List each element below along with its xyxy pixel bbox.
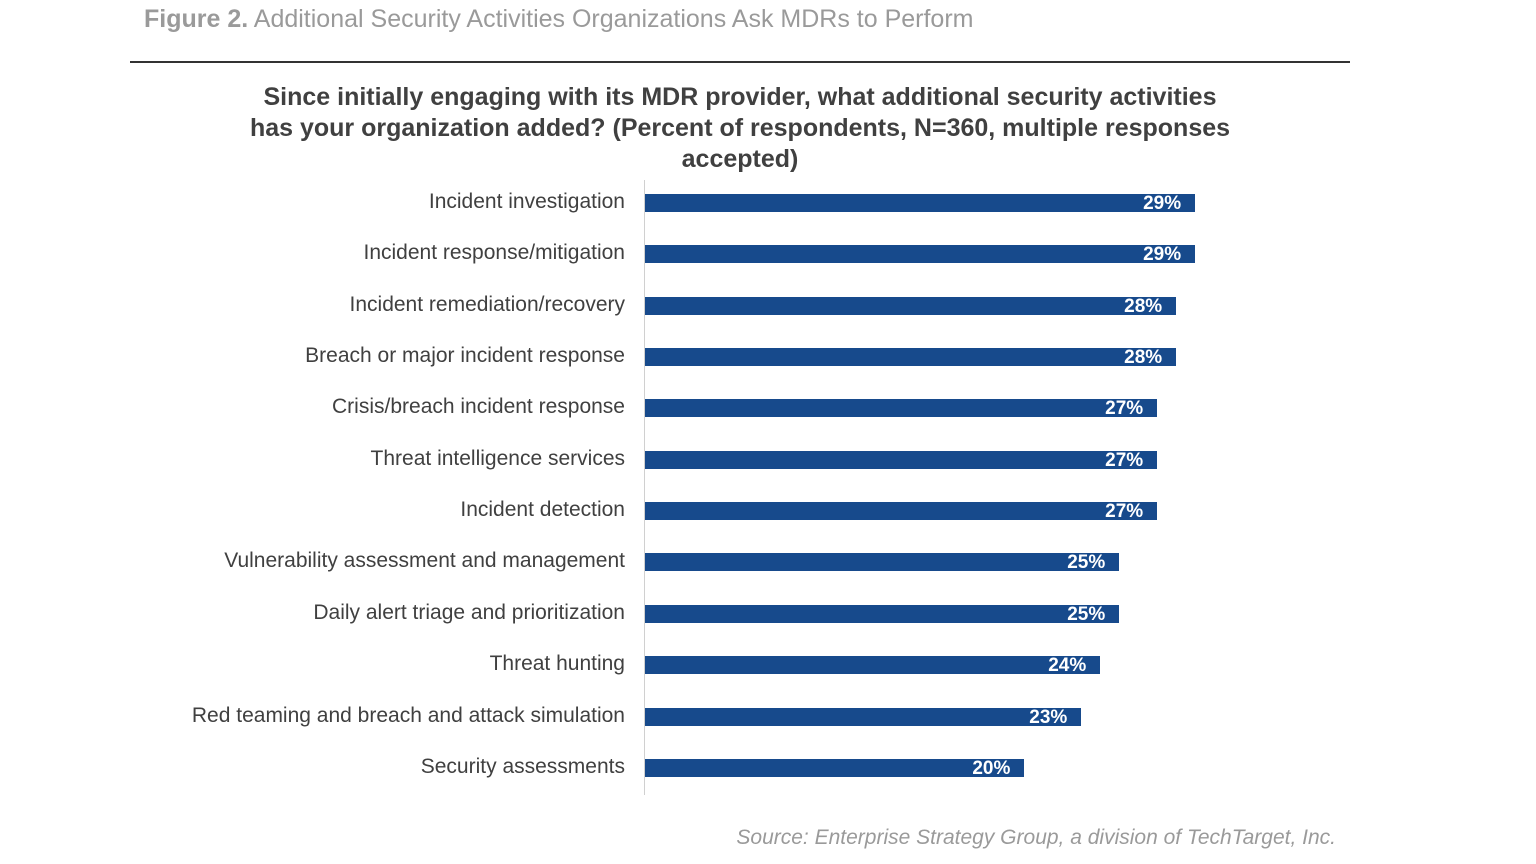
category-label: Threat hunting (489, 652, 625, 676)
bar (645, 604, 1120, 623)
category-label: Crisis/breach incident response (332, 395, 625, 419)
data-label: 25% (1067, 603, 1106, 625)
data-label: 27% (1105, 449, 1144, 471)
category-label: Red teaming and breach and attack simula… (191, 703, 625, 727)
chart-title: Since initially engaging with its MDR pr… (249, 83, 1231, 173)
category-axis-line (644, 180, 645, 795)
bar (645, 450, 1158, 469)
category-label: Daily alert triage and prioritization (313, 600, 625, 624)
category-label: Vulnerability assessment and management (224, 549, 625, 573)
data-label: 25% (1067, 552, 1106, 574)
category-label: Incident investigation (428, 190, 625, 213)
category-label: Threat intelligence services (370, 446, 625, 470)
bar (645, 758, 1025, 777)
data-label: 27% (1105, 501, 1144, 523)
category-label: Incident remediation/recovery (349, 292, 625, 316)
bar (645, 502, 1158, 521)
category-label: Incident detection (460, 498, 625, 522)
bar (645, 194, 1196, 212)
category-label: Incident response/mitigation (363, 241, 626, 265)
data-label: 28% (1124, 295, 1163, 317)
category-label: Breach or major incident response (305, 344, 625, 368)
bar (645, 399, 1158, 418)
data-label: 24% (1048, 655, 1087, 677)
data-label: 20% (972, 757, 1011, 779)
data-label: 28% (1124, 347, 1163, 369)
bar (645, 553, 1120, 572)
divider (130, 61, 1350, 63)
source-note: Source: Enterprise Strategy Group, a div… (736, 826, 1336, 849)
figure-label: Figure 2. (144, 5, 249, 33)
data-label: 23% (1029, 706, 1068, 728)
data-label: 29% (1143, 244, 1182, 266)
data-label: 29% (1143, 193, 1182, 214)
bar (645, 707, 1082, 726)
bar (645, 348, 1177, 367)
bar (645, 656, 1101, 675)
figure-title: Figure 2. Additional Security Activities… (144, 5, 973, 34)
category-label: Security assessments (420, 754, 625, 778)
data-label: 27% (1105, 398, 1144, 420)
bar (645, 296, 1177, 315)
bar (645, 245, 1196, 264)
figure-title-text: Additional Security Activities Organizat… (253, 5, 974, 33)
